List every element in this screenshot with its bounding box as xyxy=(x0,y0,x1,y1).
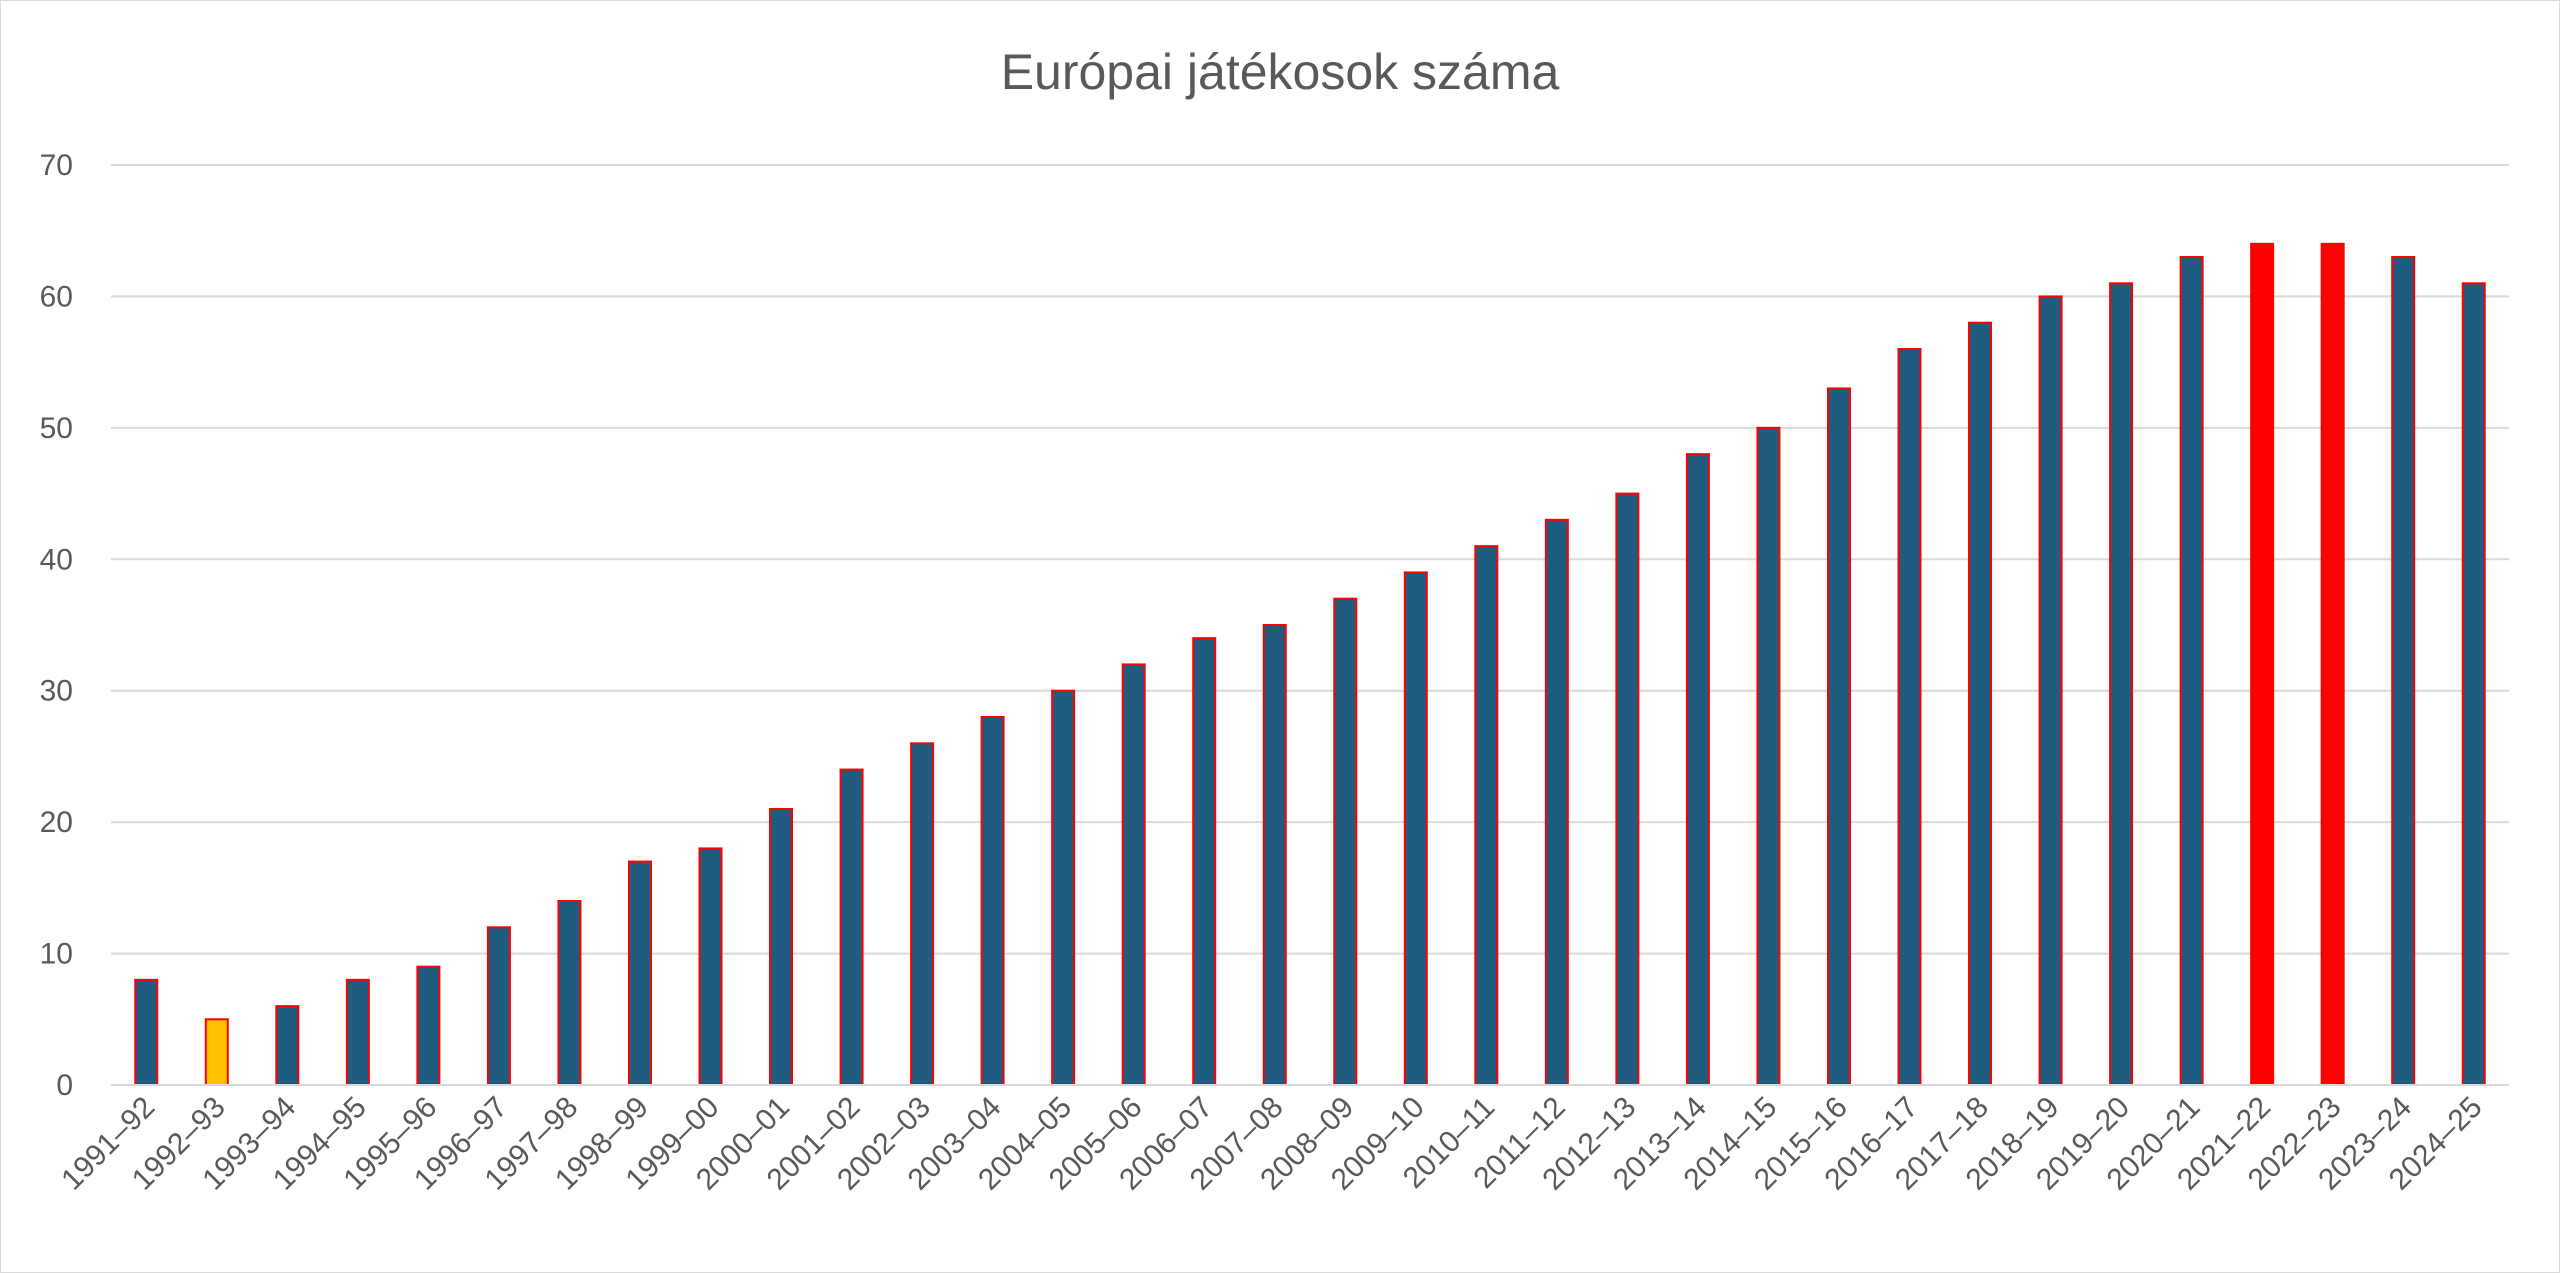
bar xyxy=(1756,426,1781,1087)
bar xyxy=(275,1005,300,1087)
y-tick-label: 20 xyxy=(40,806,73,839)
bar xyxy=(1192,637,1217,1087)
bar xyxy=(2038,295,2063,1086)
bar xyxy=(557,900,582,1086)
bar xyxy=(2179,256,2204,1086)
bar xyxy=(980,716,1005,1086)
bar xyxy=(1968,321,1993,1086)
bar xyxy=(486,926,511,1086)
chart-title: Európai játékosok száma xyxy=(1001,44,1560,100)
bar xyxy=(134,978,159,1086)
bar xyxy=(2391,256,2416,1086)
bar xyxy=(839,768,864,1086)
y-tick-label: 10 xyxy=(40,938,73,971)
bar xyxy=(1333,597,1358,1086)
bar xyxy=(698,847,723,1087)
y-tick-label: 40 xyxy=(40,543,73,576)
bar xyxy=(416,965,441,1087)
y-tick-label: 70 xyxy=(40,149,73,182)
bar xyxy=(627,860,652,1086)
bar xyxy=(204,1018,229,1086)
bar xyxy=(1685,453,1710,1086)
bar xyxy=(1262,624,1287,1086)
bar xyxy=(2109,282,2134,1086)
bar xyxy=(1897,348,1922,1086)
bar xyxy=(1474,545,1499,1086)
y-tick-label: 0 xyxy=(56,1069,73,1102)
gridlines xyxy=(111,164,2509,955)
bar xyxy=(1544,518,1569,1086)
bar xyxy=(2461,282,2486,1086)
x-axis-ticks: 1991–921992–931993–941994–951995–961996–… xyxy=(55,1091,2488,1197)
bar xyxy=(910,742,935,1086)
bar xyxy=(769,808,794,1086)
bar xyxy=(1403,571,1428,1086)
bar xyxy=(2320,242,2345,1087)
bar xyxy=(2250,242,2275,1087)
bars xyxy=(134,242,2486,1087)
bar xyxy=(1121,663,1146,1087)
bar xyxy=(345,978,370,1086)
bar xyxy=(1051,689,1076,1086)
y-axis-ticks: 0 10 20 30 40 50 60 70 xyxy=(40,149,73,1102)
y-tick-label: 30 xyxy=(40,675,73,708)
bar xyxy=(1826,387,1851,1086)
y-tick-label: 50 xyxy=(40,412,73,445)
y-tick-label: 60 xyxy=(40,280,73,313)
bar xyxy=(1615,492,1640,1087)
